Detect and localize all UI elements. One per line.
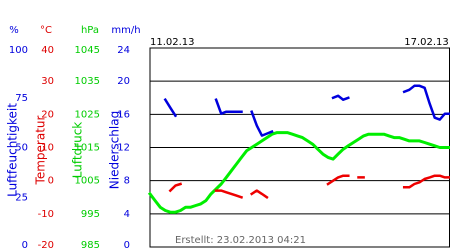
y-tick-label: 1035 xyxy=(75,76,100,87)
y-tick-label: 10 xyxy=(41,143,54,154)
created-note: Erstellt: 23.02.2013 04:21 xyxy=(175,235,306,246)
y-tick-label: 0 xyxy=(48,176,54,187)
y-tick-label: 1025 xyxy=(75,109,100,120)
y-tick-label: 8 xyxy=(124,176,130,187)
y-tick-label: 985 xyxy=(81,240,100,250)
y-tick-label: 20 xyxy=(41,109,54,120)
series-line xyxy=(147,131,450,214)
y-tick-label: 50 xyxy=(15,143,28,154)
y-tick-label: 1015 xyxy=(75,143,100,154)
y-tick-label: 0 xyxy=(22,240,28,250)
axis-unit: hPa xyxy=(81,25,99,36)
y-tick-label: 30 xyxy=(41,76,54,87)
axis-unit: mm/h xyxy=(111,25,140,36)
series-line xyxy=(163,84,450,137)
y-tick-label: 1045 xyxy=(75,45,100,56)
x-tick-label: 17.02.13 xyxy=(404,37,449,48)
y-tick-label: 40 xyxy=(41,45,54,56)
y-tick-label: -20 xyxy=(38,240,54,250)
y-tick-label: 4 xyxy=(124,209,130,220)
y-tick-label: 100 xyxy=(9,45,28,56)
y-tick-label: 75 xyxy=(15,93,28,104)
y-tick-label: 0 xyxy=(124,240,130,250)
axis-title: Niederschlag xyxy=(108,111,122,189)
axis-unit: % xyxy=(9,25,19,36)
y-tick-label: 16 xyxy=(117,109,130,120)
y-tick-label: 12 xyxy=(117,143,130,154)
series-line xyxy=(168,174,450,200)
axis-unit: °C xyxy=(40,25,52,36)
y-tick-label: 25 xyxy=(15,192,28,203)
x-tick-label: 11.02.13 xyxy=(150,37,195,48)
axis-title: Temperatur xyxy=(34,115,48,185)
y-tick-label: 24 xyxy=(117,45,130,56)
y-tick-label: 20 xyxy=(117,76,130,87)
y-tick-label: 1005 xyxy=(75,176,100,187)
y-tick-label: -10 xyxy=(38,209,54,220)
axis-title: Luftdruck xyxy=(71,122,85,179)
marks: %Luftfeuchtigkeit0255075100°CTemperatur-… xyxy=(6,25,450,250)
y-tick-label: 995 xyxy=(81,209,100,220)
axis-title: Luftfeuchtigkeit xyxy=(6,103,20,197)
